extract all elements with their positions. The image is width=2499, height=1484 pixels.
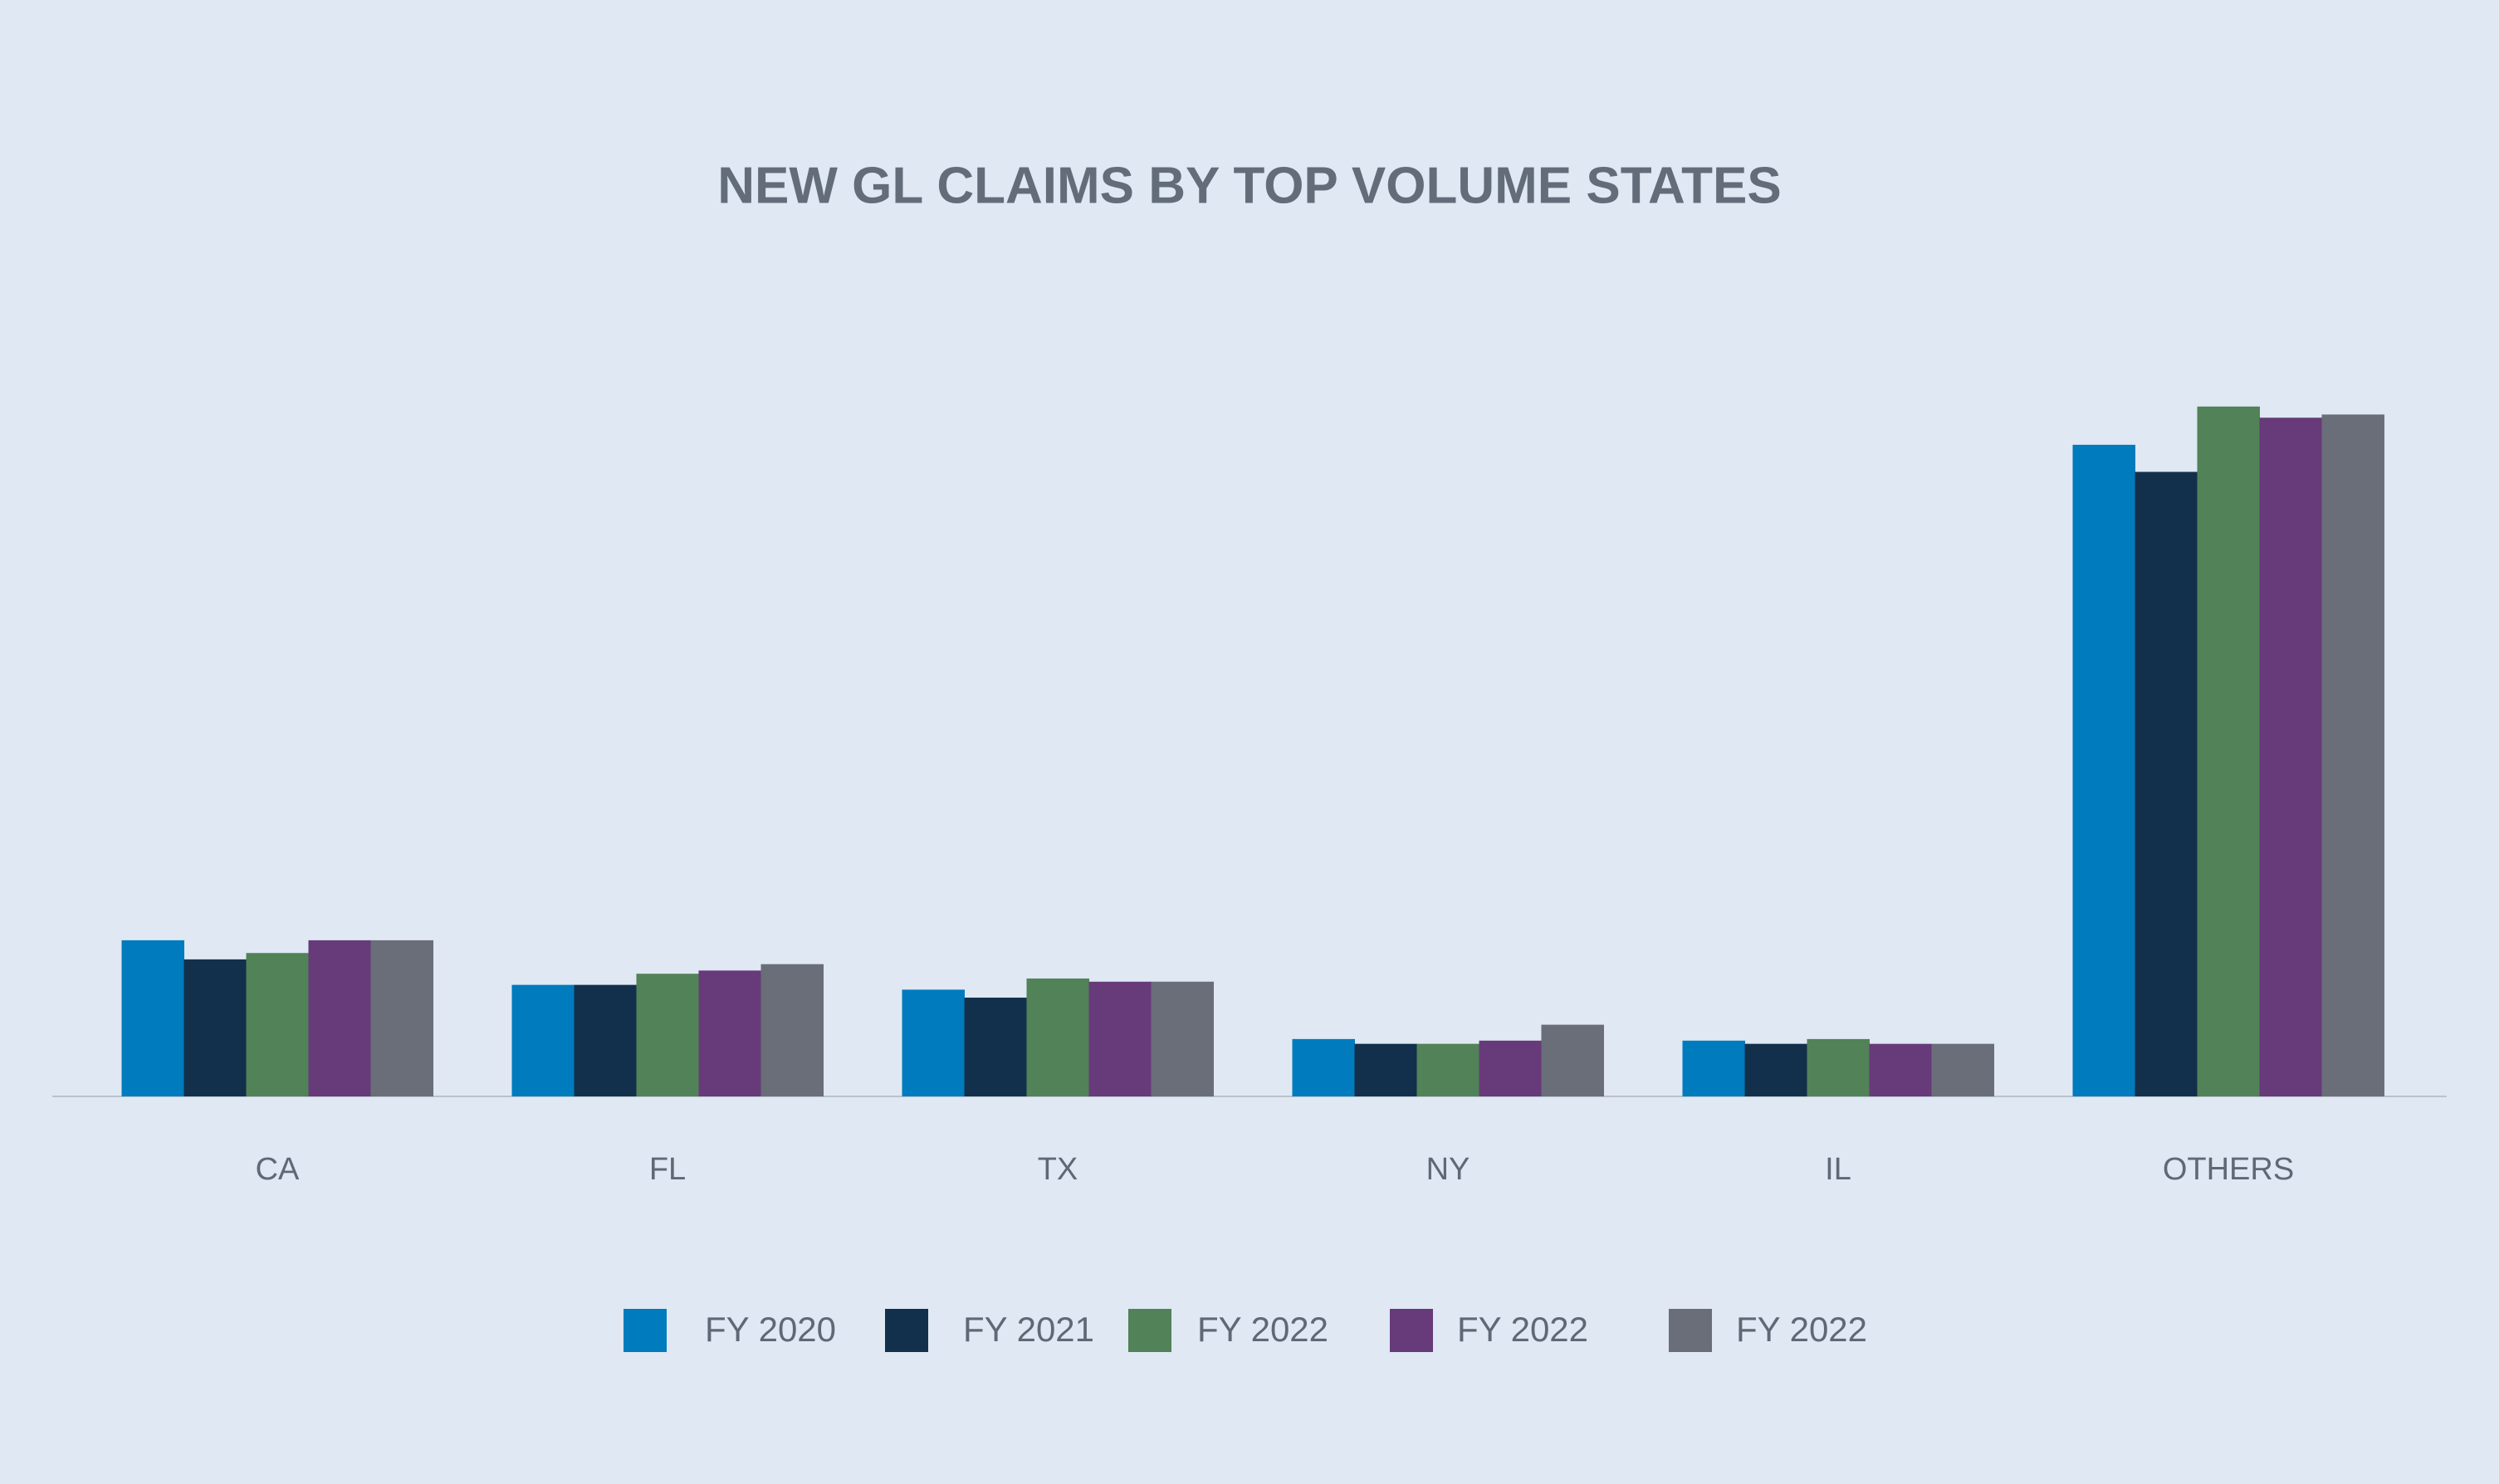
bar xyxy=(246,953,309,1096)
x-tick-label: CA xyxy=(256,1152,300,1187)
legend-label: FY 2021 xyxy=(963,1310,1094,1349)
bar xyxy=(1931,1043,1994,1096)
legend-swatch xyxy=(1669,1309,1712,1352)
bar xyxy=(574,984,637,1096)
bar xyxy=(2072,444,2135,1096)
x-tick-label: TX xyxy=(1038,1152,1078,1187)
bar xyxy=(1682,1040,1745,1096)
bar xyxy=(1151,981,1214,1096)
bar xyxy=(1416,1043,1479,1096)
legend-swatch xyxy=(885,1309,928,1352)
bar xyxy=(2321,414,2384,1096)
bar xyxy=(1292,1038,1355,1096)
legend-swatch xyxy=(1390,1309,1433,1352)
bar xyxy=(1744,1043,1807,1096)
legend-swatch xyxy=(624,1309,667,1352)
bar xyxy=(1541,1024,1604,1096)
bar xyxy=(698,970,761,1096)
x-tick-label: IL xyxy=(1825,1152,1851,1187)
bar xyxy=(308,940,371,1096)
legend-label: FY 2022 xyxy=(1197,1310,1328,1349)
legend-swatch xyxy=(1128,1309,1171,1352)
bar xyxy=(2259,417,2322,1096)
bar xyxy=(2135,471,2198,1096)
legend-label: FY 2022 xyxy=(1736,1310,1867,1349)
bar xyxy=(1869,1043,1932,1096)
bar xyxy=(511,984,575,1096)
bar xyxy=(1479,1040,1542,1096)
bar xyxy=(1807,1038,1870,1096)
legend-label: FY 2020 xyxy=(705,1310,836,1349)
bar xyxy=(636,974,699,1096)
bar xyxy=(1026,978,1089,1096)
bar xyxy=(1354,1043,1417,1096)
bar xyxy=(902,989,965,1096)
bar xyxy=(760,964,824,1096)
chart-title: NEW GL CLAIMS BY TOP VOLUME STATES xyxy=(717,157,1781,214)
x-tick-label: OTHERS xyxy=(2163,1152,2294,1187)
bar xyxy=(183,959,247,1096)
bar xyxy=(2197,406,2260,1096)
x-tick-label: FL xyxy=(649,1152,686,1187)
legend-label: FY 2022 xyxy=(1457,1310,1588,1349)
x-tick-label: NY xyxy=(1426,1152,1470,1187)
bar xyxy=(370,940,433,1096)
bar xyxy=(1088,981,1152,1096)
bar xyxy=(121,940,184,1096)
bar xyxy=(964,997,1027,1096)
